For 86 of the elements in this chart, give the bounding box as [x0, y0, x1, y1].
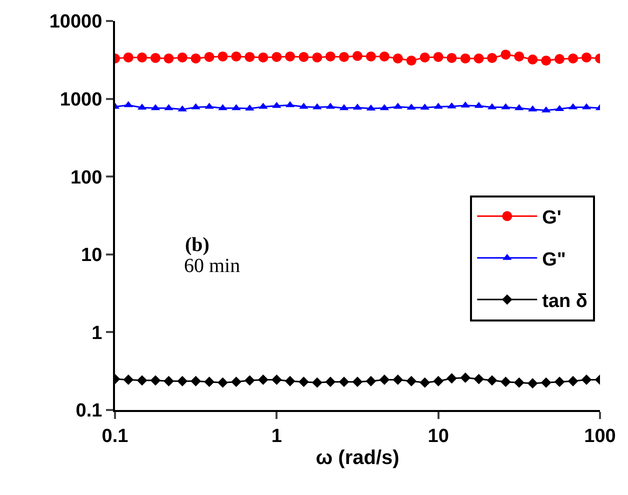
point: [190, 376, 201, 386]
point: [271, 374, 282, 385]
point: [568, 376, 578, 386]
point: [406, 376, 417, 386]
point: [474, 374, 484, 384]
point: [581, 52, 592, 62]
point: [177, 376, 188, 386]
point: [218, 51, 228, 62]
point: [514, 377, 524, 388]
legend-label: G': [542, 208, 562, 229]
point: [285, 51, 296, 62]
point: [392, 374, 404, 385]
point: [554, 54, 565, 64]
point: [298, 52, 309, 62]
point: [272, 52, 282, 62]
x-tick-label: 100: [584, 426, 616, 447]
point: [218, 377, 228, 388]
point: [258, 52, 268, 62]
x-tick-label: 1: [271, 426, 282, 447]
point: [474, 53, 484, 64]
point: [338, 376, 350, 388]
y-tick-label: 1: [92, 322, 103, 344]
point: [231, 51, 242, 62]
point: [514, 51, 524, 62]
point: [177, 52, 188, 62]
point: [164, 376, 174, 386]
point: [325, 51, 336, 62]
y-tick-label: 0.1: [76, 400, 103, 422]
point: [486, 375, 498, 386]
legend-label: G": [542, 249, 566, 270]
point: [554, 376, 565, 388]
point: [366, 376, 376, 386]
point: [339, 52, 350, 62]
legend-label: tan δ: [542, 290, 588, 312]
point: [123, 374, 134, 385]
point: [420, 377, 430, 388]
point: [540, 377, 552, 388]
point: [392, 53, 403, 64]
y-tick-label: 10: [81, 245, 102, 266]
point: [164, 53, 174, 64]
point: [487, 52, 498, 63]
point: [244, 52, 255, 62]
point: [204, 376, 214, 388]
point: [137, 52, 148, 62]
point: [258, 374, 268, 385]
point: [433, 52, 444, 62]
point: [460, 53, 470, 64]
point: [420, 52, 430, 62]
point: [446, 52, 457, 63]
point: [433, 376, 444, 386]
point: [527, 378, 538, 389]
point: [500, 376, 511, 388]
point: [244, 375, 255, 386]
x-tick-label: 0.1: [102, 426, 129, 447]
point: [406, 56, 416, 66]
point: [312, 52, 322, 62]
point: [123, 52, 134, 62]
point: [460, 372, 471, 383]
point: [379, 51, 390, 62]
point: [446, 373, 457, 384]
point: [568, 53, 578, 64]
annotation: 60 min: [184, 255, 240, 277]
point: [312, 377, 322, 388]
y-tick-label: 10000: [49, 12, 102, 33]
point: [150, 52, 160, 63]
point: [581, 374, 592, 385]
point: [231, 376, 242, 388]
x-axis-title: ω (rad/s): [316, 446, 400, 469]
point: [204, 52, 214, 62]
point: [190, 53, 201, 64]
point: [379, 374, 390, 385]
point: [298, 376, 309, 388]
y-tick-label: 1000: [60, 89, 102, 110]
point: [150, 375, 161, 386]
point: [541, 56, 552, 66]
point: [325, 376, 336, 388]
x-tick-label: 10: [428, 426, 449, 447]
annotation: (b): [185, 234, 210, 256]
point: [136, 375, 148, 386]
point: [352, 50, 362, 61]
y-tick-label: 100: [70, 167, 102, 188]
point: [352, 376, 363, 388]
point: [366, 51, 376, 62]
point: [528, 54, 538, 64]
point: [500, 50, 511, 60]
point: [284, 376, 296, 386]
